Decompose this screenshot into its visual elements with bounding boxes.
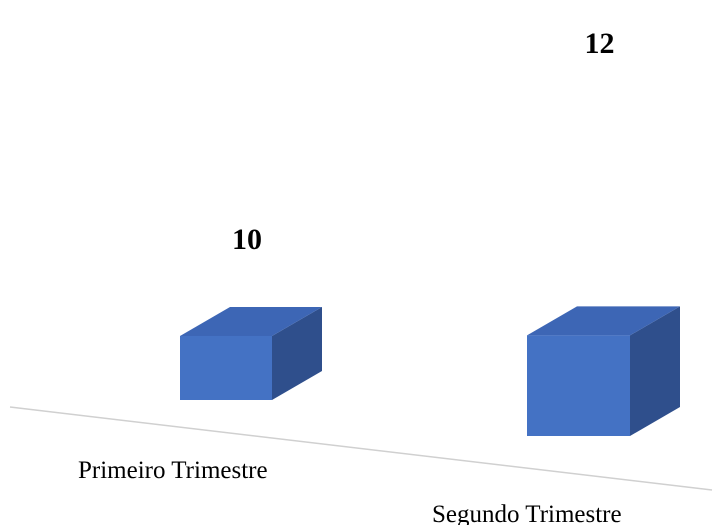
labels-layer: 10 Primeiro Trimestre 12 Segundo Trimestre [78, 27, 622, 525]
bar-2-side [630, 306, 680, 436]
bar-2-front [527, 335, 630, 436]
bar-1-front [180, 335, 272, 400]
bar-2-top [527, 306, 680, 336]
bars-layer [180, 306, 680, 436]
category-label-2: Segundo Trimestre [432, 501, 622, 525]
data-label-2: 12 [585, 27, 615, 60]
bar-1-side [272, 306, 322, 400]
bar-2 [527, 306, 680, 436]
bar-1 [180, 306, 322, 400]
data-label-1: 10 [232, 223, 262, 256]
chart-floor-line [9, 406, 713, 491]
category-label-1: Primeiro Trimestre [78, 457, 268, 484]
bar-1-top [180, 306, 322, 336]
